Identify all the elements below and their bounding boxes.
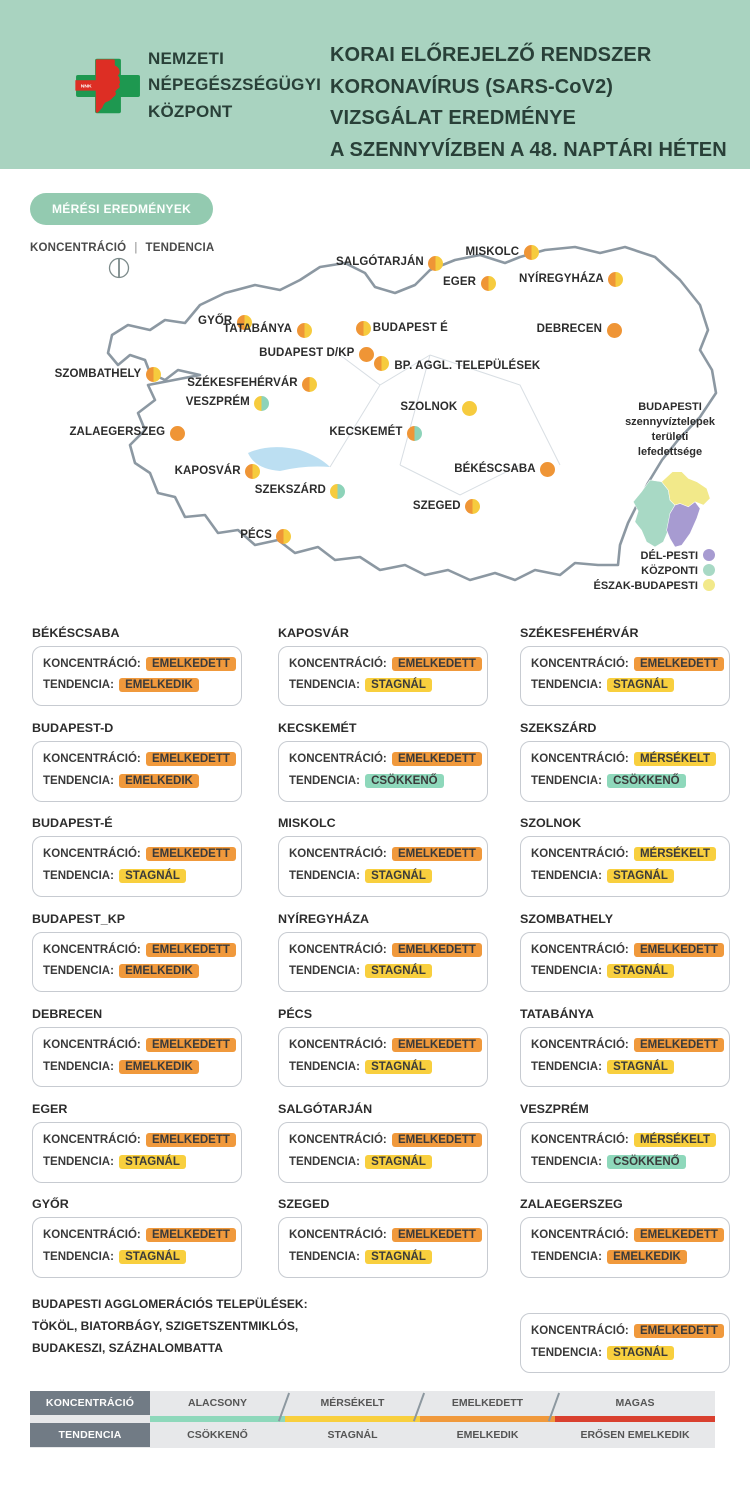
svg-text:NNK: NNK: [81, 84, 93, 90]
